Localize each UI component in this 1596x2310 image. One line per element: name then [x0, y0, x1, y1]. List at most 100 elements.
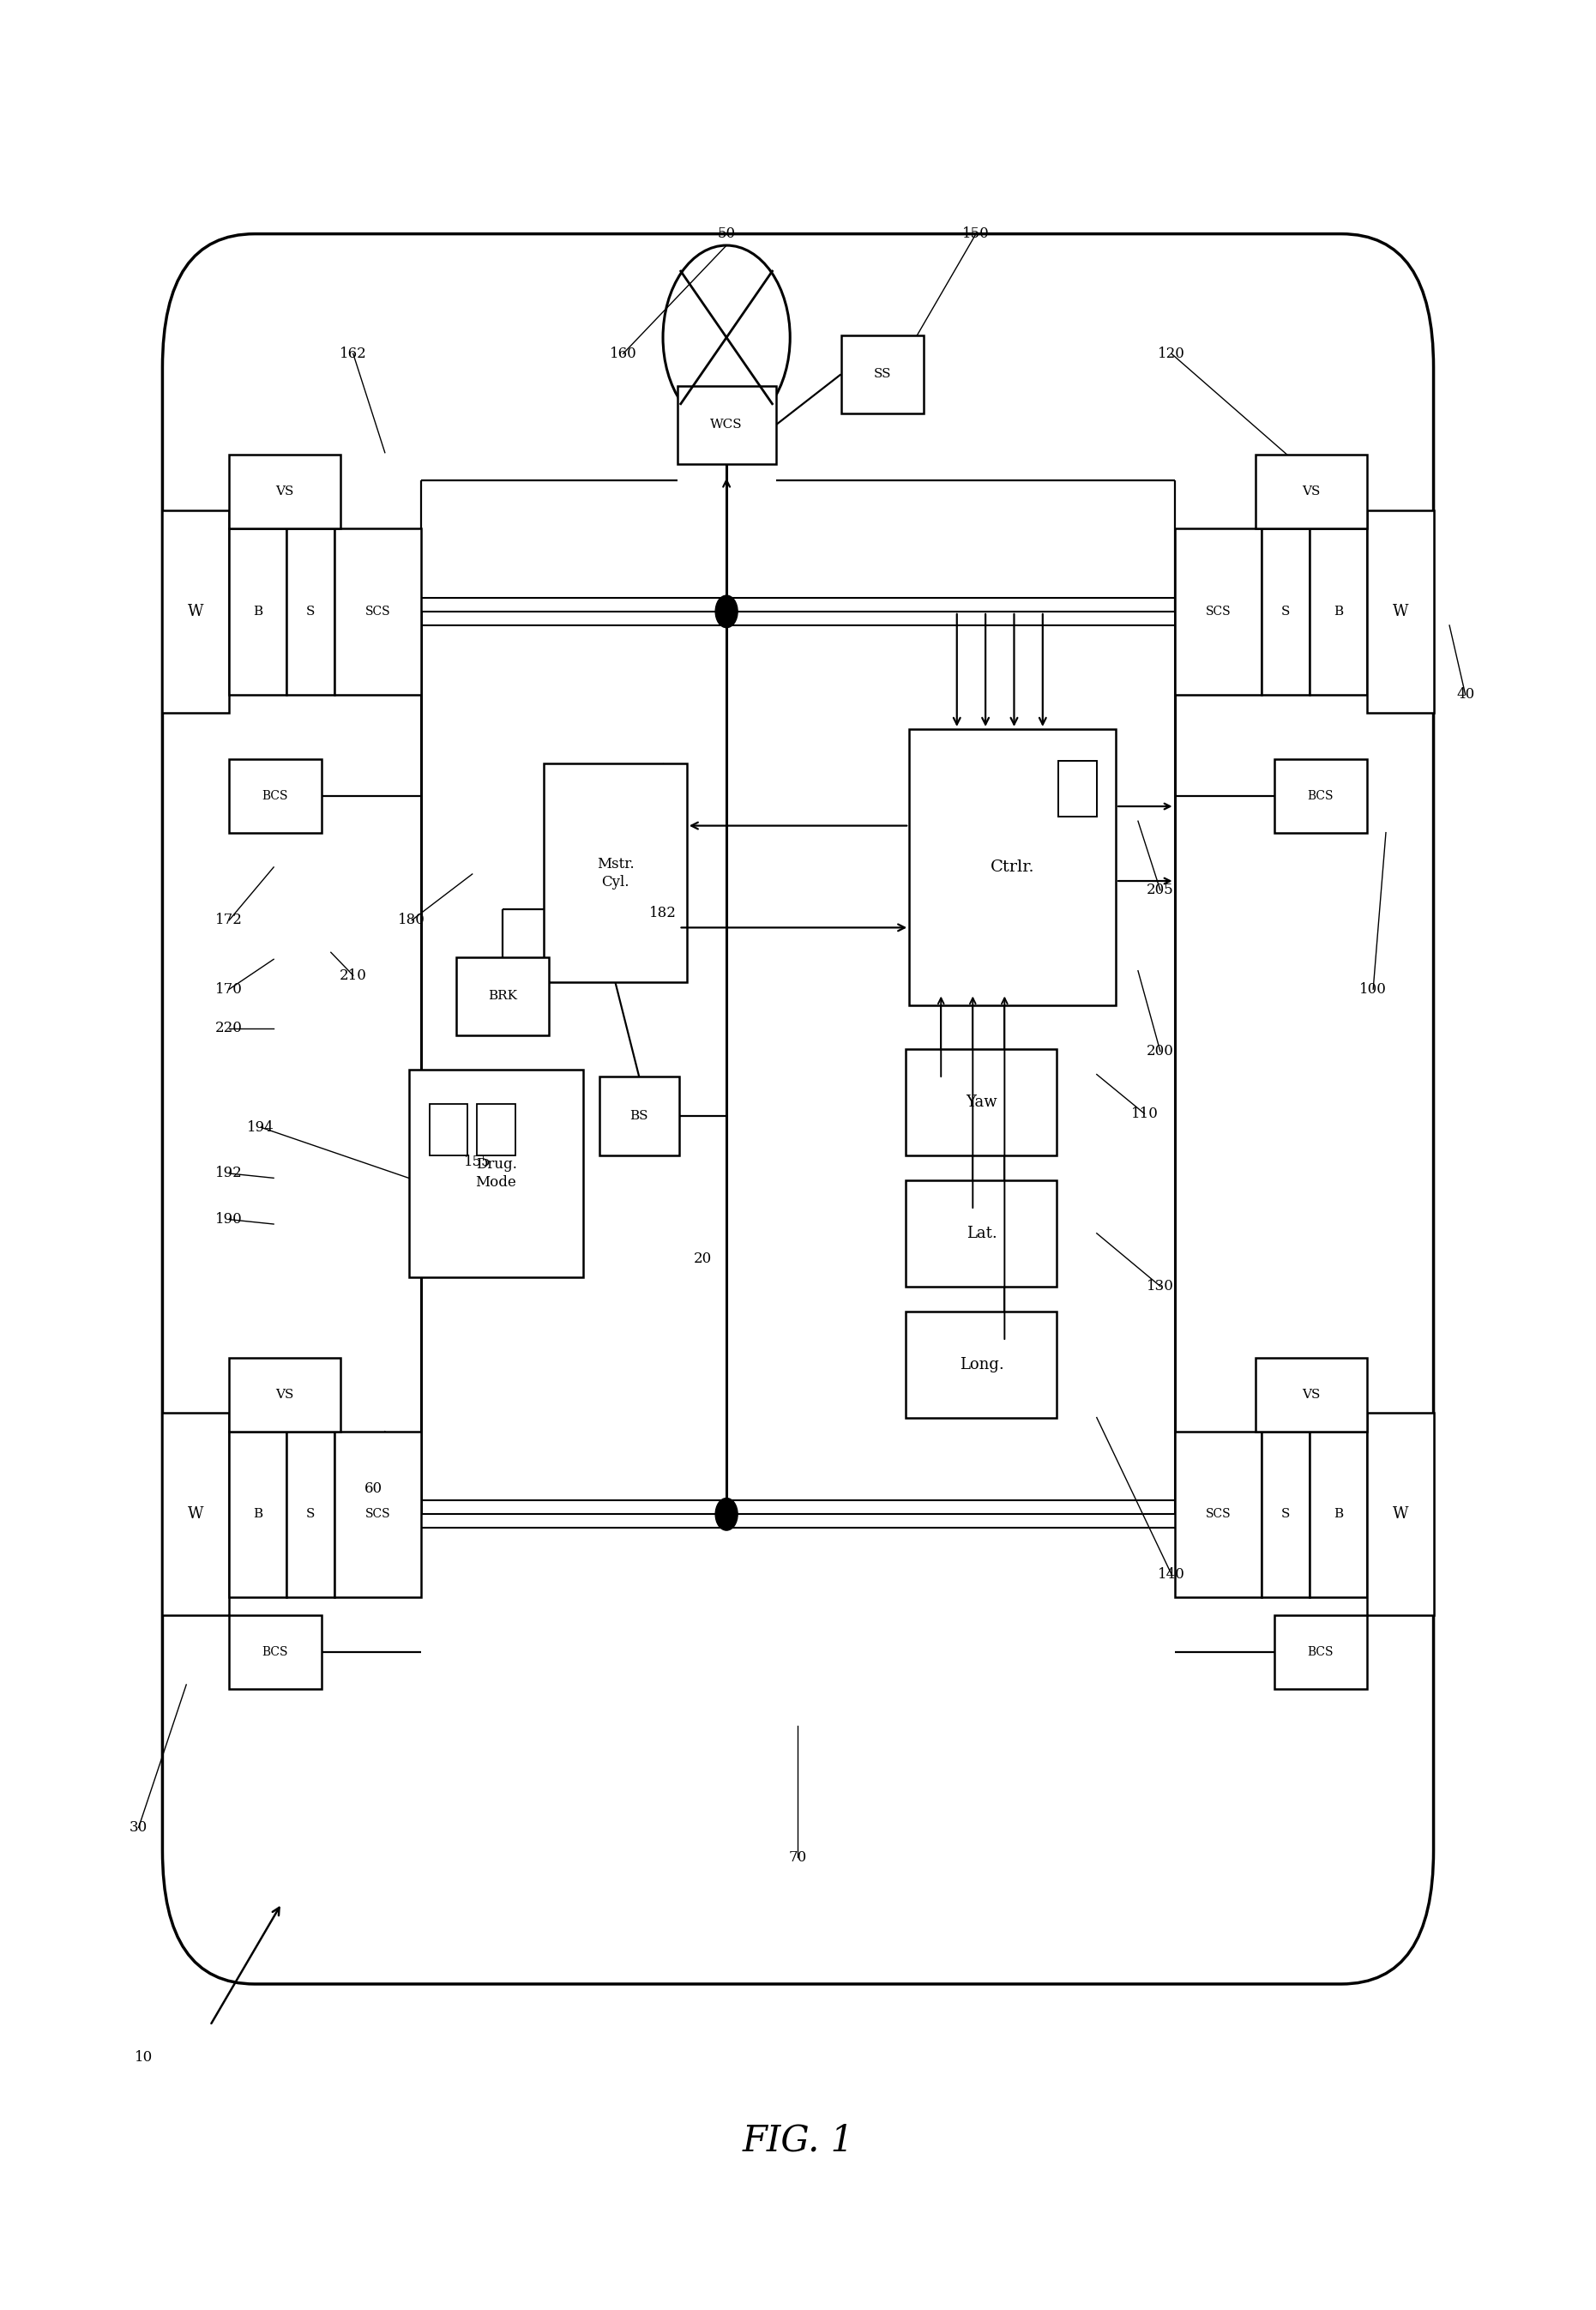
Text: Ctrlr.: Ctrlr. — [991, 859, 1034, 875]
Circle shape — [715, 596, 737, 628]
Text: 155: 155 — [463, 1155, 490, 1169]
FancyBboxPatch shape — [286, 529, 334, 695]
FancyBboxPatch shape — [1262, 529, 1310, 695]
Text: 180: 180 — [399, 912, 426, 926]
Text: 20: 20 — [694, 1252, 712, 1266]
FancyBboxPatch shape — [1310, 1432, 1366, 1596]
Text: 10: 10 — [134, 2051, 153, 2065]
Text: 205: 205 — [1146, 882, 1175, 899]
FancyBboxPatch shape — [1175, 1432, 1262, 1596]
Text: BCS: BCS — [262, 1647, 289, 1659]
Text: 192: 192 — [215, 1167, 243, 1180]
Text: S: S — [1282, 605, 1290, 617]
FancyBboxPatch shape — [600, 1076, 678, 1155]
FancyBboxPatch shape — [334, 529, 421, 695]
Text: VS: VS — [276, 1388, 294, 1400]
FancyBboxPatch shape — [1262, 1432, 1310, 1596]
FancyBboxPatch shape — [1310, 529, 1366, 695]
FancyBboxPatch shape — [230, 1432, 286, 1596]
FancyBboxPatch shape — [163, 511, 230, 714]
Text: 182: 182 — [650, 906, 677, 919]
FancyBboxPatch shape — [477, 1104, 516, 1155]
FancyBboxPatch shape — [1256, 1358, 1366, 1432]
FancyBboxPatch shape — [907, 1180, 1057, 1287]
FancyBboxPatch shape — [230, 455, 340, 529]
Text: Drug.
Mode: Drug. Mode — [476, 1157, 517, 1190]
FancyBboxPatch shape — [163, 233, 1433, 1984]
Text: 40: 40 — [1456, 686, 1475, 702]
FancyBboxPatch shape — [409, 1070, 584, 1277]
Text: 170: 170 — [215, 982, 243, 996]
Text: W: W — [1392, 1506, 1408, 1522]
Text: 210: 210 — [340, 968, 367, 982]
FancyBboxPatch shape — [907, 1049, 1057, 1155]
Text: 120: 120 — [1157, 346, 1186, 360]
Text: 194: 194 — [247, 1120, 275, 1134]
Text: B: B — [1333, 605, 1342, 617]
FancyBboxPatch shape — [334, 1432, 421, 1596]
FancyBboxPatch shape — [230, 1615, 321, 1689]
FancyBboxPatch shape — [286, 1432, 334, 1596]
Text: 150: 150 — [962, 226, 990, 240]
Text: 110: 110 — [1130, 1106, 1159, 1120]
Text: 130: 130 — [1146, 1280, 1175, 1294]
Text: SS: SS — [873, 367, 891, 381]
Circle shape — [715, 1499, 737, 1529]
Text: BCS: BCS — [1307, 1647, 1334, 1659]
Text: SCS: SCS — [1205, 1508, 1231, 1520]
Text: Yaw: Yaw — [966, 1095, 998, 1109]
Text: 100: 100 — [1360, 982, 1387, 996]
Text: SCS: SCS — [365, 1508, 391, 1520]
FancyBboxPatch shape — [230, 760, 321, 832]
Text: 172: 172 — [215, 912, 243, 926]
Text: 60: 60 — [365, 1481, 383, 1497]
Text: W: W — [1392, 603, 1408, 619]
FancyBboxPatch shape — [456, 956, 549, 1035]
Text: S: S — [306, 605, 314, 617]
Text: 162: 162 — [340, 346, 367, 360]
FancyBboxPatch shape — [1275, 760, 1366, 832]
FancyBboxPatch shape — [163, 1414, 230, 1615]
Text: BS: BS — [630, 1109, 648, 1123]
FancyBboxPatch shape — [841, 335, 924, 413]
Text: 220: 220 — [215, 1021, 243, 1035]
Text: 140: 140 — [1157, 1566, 1186, 1582]
Text: BCS: BCS — [1307, 790, 1334, 802]
FancyBboxPatch shape — [1256, 455, 1366, 529]
Text: 200: 200 — [1146, 1044, 1175, 1058]
Text: S: S — [306, 1508, 314, 1520]
FancyBboxPatch shape — [910, 730, 1116, 1005]
Text: W: W — [188, 1506, 204, 1522]
FancyBboxPatch shape — [907, 1312, 1057, 1418]
Text: SCS: SCS — [365, 605, 391, 617]
Text: VS: VS — [276, 485, 294, 497]
Text: Long.: Long. — [959, 1356, 1004, 1372]
Text: VS: VS — [1302, 1388, 1320, 1400]
FancyBboxPatch shape — [1366, 511, 1433, 714]
FancyBboxPatch shape — [230, 529, 286, 695]
Text: B: B — [254, 605, 263, 617]
Text: Mstr.
Cyl.: Mstr. Cyl. — [597, 857, 634, 889]
FancyBboxPatch shape — [1175, 529, 1262, 695]
Text: 50: 50 — [718, 226, 736, 240]
Text: S: S — [1282, 1508, 1290, 1520]
FancyBboxPatch shape — [544, 765, 686, 982]
FancyBboxPatch shape — [1058, 762, 1096, 815]
Text: SCS: SCS — [1205, 605, 1231, 617]
FancyBboxPatch shape — [677, 386, 776, 464]
FancyBboxPatch shape — [1275, 1615, 1366, 1689]
Text: BRK: BRK — [488, 991, 517, 1003]
FancyBboxPatch shape — [230, 1358, 340, 1432]
Text: 160: 160 — [610, 346, 637, 360]
Text: VS: VS — [1302, 485, 1320, 497]
Text: 70: 70 — [788, 1850, 808, 1864]
Text: 30: 30 — [129, 1820, 148, 1834]
Text: Lat.: Lat. — [966, 1227, 998, 1240]
FancyBboxPatch shape — [1366, 1414, 1433, 1615]
Text: WCS: WCS — [710, 418, 742, 432]
Text: FIG. 1: FIG. 1 — [742, 2123, 854, 2158]
Text: B: B — [254, 1508, 263, 1520]
Text: 190: 190 — [215, 1213, 243, 1227]
Text: B: B — [1333, 1508, 1342, 1520]
Text: W: W — [188, 603, 204, 619]
